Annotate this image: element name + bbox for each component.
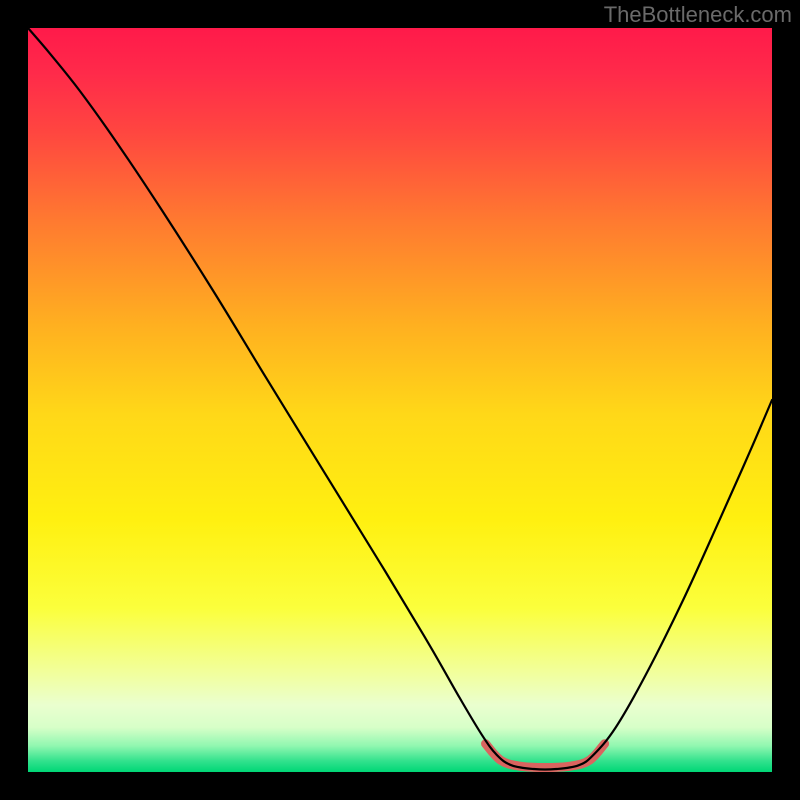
bottleneck-chart xyxy=(0,0,800,800)
chart-gradient-background xyxy=(28,28,772,772)
chart-container xyxy=(0,0,800,800)
watermark-text: TheBottleneck.com xyxy=(604,2,792,28)
